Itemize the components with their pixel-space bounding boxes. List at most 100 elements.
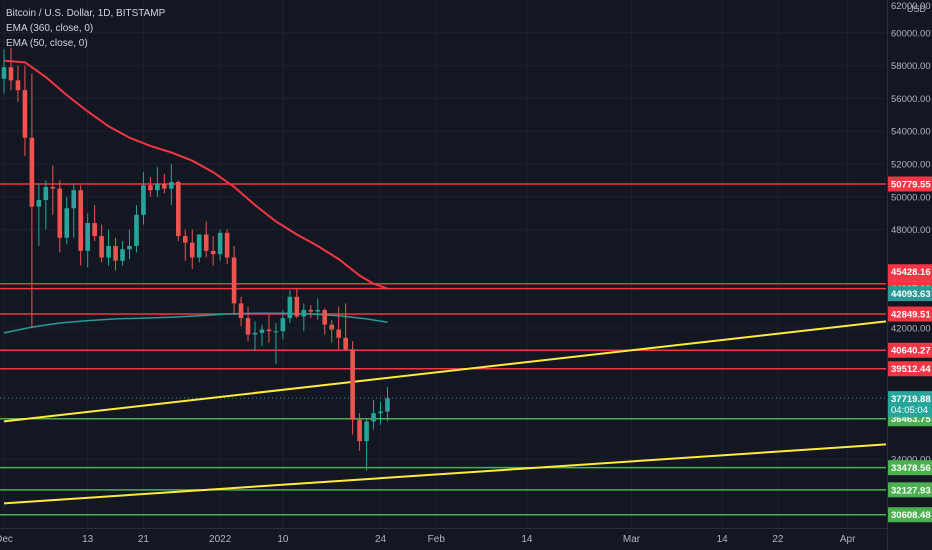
candle-body	[364, 421, 369, 442]
candle-body	[350, 349, 355, 420]
price-level-label-bg	[888, 460, 932, 476]
currency-label[interactable]: USD	[906, 4, 926, 14]
candle-body	[385, 398, 390, 412]
candle	[210, 236, 216, 266]
candle-body	[371, 413, 376, 422]
candle	[217, 229, 223, 261]
candle	[182, 229, 188, 261]
time-tick-label: 24	[375, 534, 387, 545]
candle-body	[266, 329, 272, 332]
candle-body	[106, 245, 111, 258]
candle-body	[252, 332, 258, 335]
candle-body	[127, 245, 132, 250]
price-tick-label: 48000.00	[891, 225, 931, 236]
candle-body	[99, 236, 104, 258]
candle-body	[50, 186, 56, 189]
price-level-label-text: 36463.75	[891, 414, 931, 425]
candle	[245, 306, 251, 342]
price-level-label: 30608.48	[888, 507, 932, 523]
candle-body	[315, 309, 321, 312]
candle	[343, 303, 348, 351]
countdown-text: 04:05:04	[891, 405, 928, 416]
price-level-label-text: 42849.51	[891, 310, 931, 321]
trend-line	[3, 443, 887, 505]
candle	[162, 173, 167, 194]
candle	[301, 303, 307, 332]
candle	[350, 341, 355, 435]
price-tick-label: 54000.00	[891, 127, 931, 138]
price-tick-label: 62000.00	[891, 1, 931, 12]
candle-body	[92, 223, 97, 237]
current-price-label-bg	[888, 391, 932, 418]
candle	[385, 386, 390, 422]
candle-body	[301, 309, 307, 317]
candle-body	[36, 200, 42, 207]
candle-body	[287, 296, 293, 319]
candle	[189, 229, 195, 269]
candle	[169, 163, 174, 205]
candle	[141, 172, 146, 225]
time-axis[interactable]: Dec 13 21 2022 10 24 Feb 14 Mar 14 22 Apr	[0, 528, 932, 550]
candle-body	[245, 318, 251, 335]
price-tick-label: 42000.00	[891, 323, 931, 334]
candle-body	[15, 80, 21, 91]
ema-50-line	[3, 59, 388, 290]
price-level-label-text: 30608.48	[891, 510, 931, 521]
candle-body	[329, 324, 334, 330]
current-price-text: 37719.88	[891, 394, 931, 405]
candle-body	[343, 337, 348, 350]
candle-body	[169, 182, 174, 189]
price-tick-label: 56000.00	[891, 94, 931, 105]
ema-360-legend[interactable]: EMA (360, close, 0)	[6, 23, 94, 34]
price-tick-label: 58000.00	[891, 61, 931, 72]
candle	[50, 165, 56, 215]
price-level-label: 32127.93	[888, 482, 932, 498]
time-axis-background	[0, 528, 932, 550]
candle	[315, 298, 321, 320]
candle	[78, 185, 83, 266]
time-tick-label: 22	[772, 534, 784, 545]
price-level-label-text: 50779.55	[891, 179, 931, 190]
price-tick-label: 34000.00	[891, 455, 931, 466]
candle	[273, 323, 279, 365]
candle	[99, 224, 104, 263]
candle	[15, 65, 21, 102]
candle-body	[231, 257, 237, 304]
candle	[92, 204, 97, 242]
candle-body	[162, 183, 167, 189]
price-level-label-bg	[888, 342, 932, 358]
price-axis-labels: 50779.5544695.1244397.8642849.5140640.27…	[888, 176, 932, 523]
candle	[329, 319, 334, 343]
candle-body	[120, 249, 125, 261]
candle-body	[322, 309, 328, 325]
symbol-title[interactable]: Bitcoin / U.S. Dollar, 1D, BITSTAMP	[6, 8, 166, 19]
time-tick-label: 2022	[209, 534, 232, 545]
price-tick-label: 60000.00	[891, 28, 931, 39]
candle	[134, 204, 139, 253]
candle-body	[273, 331, 279, 333]
candle	[29, 73, 35, 328]
candle	[148, 177, 153, 197]
candle-body	[203, 234, 209, 251]
candle-body	[224, 232, 230, 258]
trend-lines[interactable]	[3, 320, 887, 505]
candle	[155, 167, 160, 197]
candle	[252, 321, 258, 351]
ema-50-legend[interactable]: EMA (50, close, 0)	[6, 38, 88, 49]
ema-360-price-label-bg	[888, 286, 932, 302]
candle	[43, 180, 49, 230]
candle-body	[357, 419, 362, 442]
horizontal-price-lines[interactable]	[0, 183, 886, 516]
time-tick-label: Feb	[428, 534, 446, 545]
candle-body	[22, 90, 28, 138]
time-tick-label: Apr	[840, 534, 856, 545]
chart-legend[interactable]: Bitcoin / U.S. Dollar, 1D, BITSTAMP EMA …	[6, 6, 165, 51]
candle	[231, 245, 237, 315]
candle-body	[259, 329, 265, 333]
price-level-label-text: 40640.27	[891, 346, 931, 357]
candle-body	[336, 329, 341, 338]
candle-body	[71, 190, 77, 209]
